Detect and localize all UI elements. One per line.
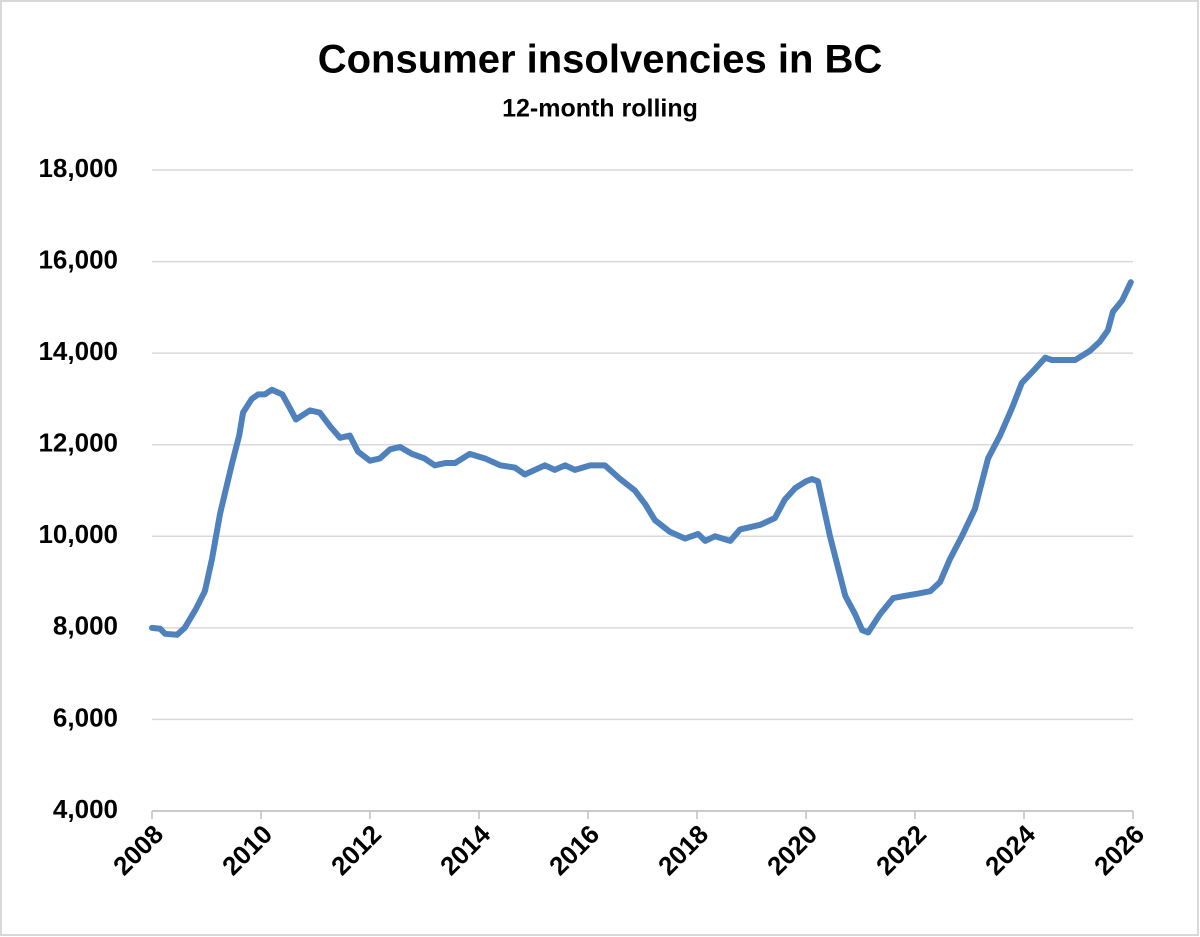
data-line — [149, 279, 1134, 638]
y-tick-label: 10,000 — [38, 519, 118, 549]
y-tick-label: 14,000 — [38, 336, 118, 366]
y-tick-label: 8,000 — [53, 611, 118, 641]
chart-subtitle: 12-month rolling — [502, 95, 698, 123]
y-tick-label: 4,000 — [53, 794, 118, 824]
y-tick-label: 6,000 — [53, 702, 118, 732]
y-tick-label: 16,000 — [38, 244, 118, 274]
y-tick-label: 18,000 — [38, 153, 118, 183]
y-tick-label: 12,000 — [38, 428, 118, 458]
chart-title: Consumer insolvencies in BC — [318, 38, 883, 82]
